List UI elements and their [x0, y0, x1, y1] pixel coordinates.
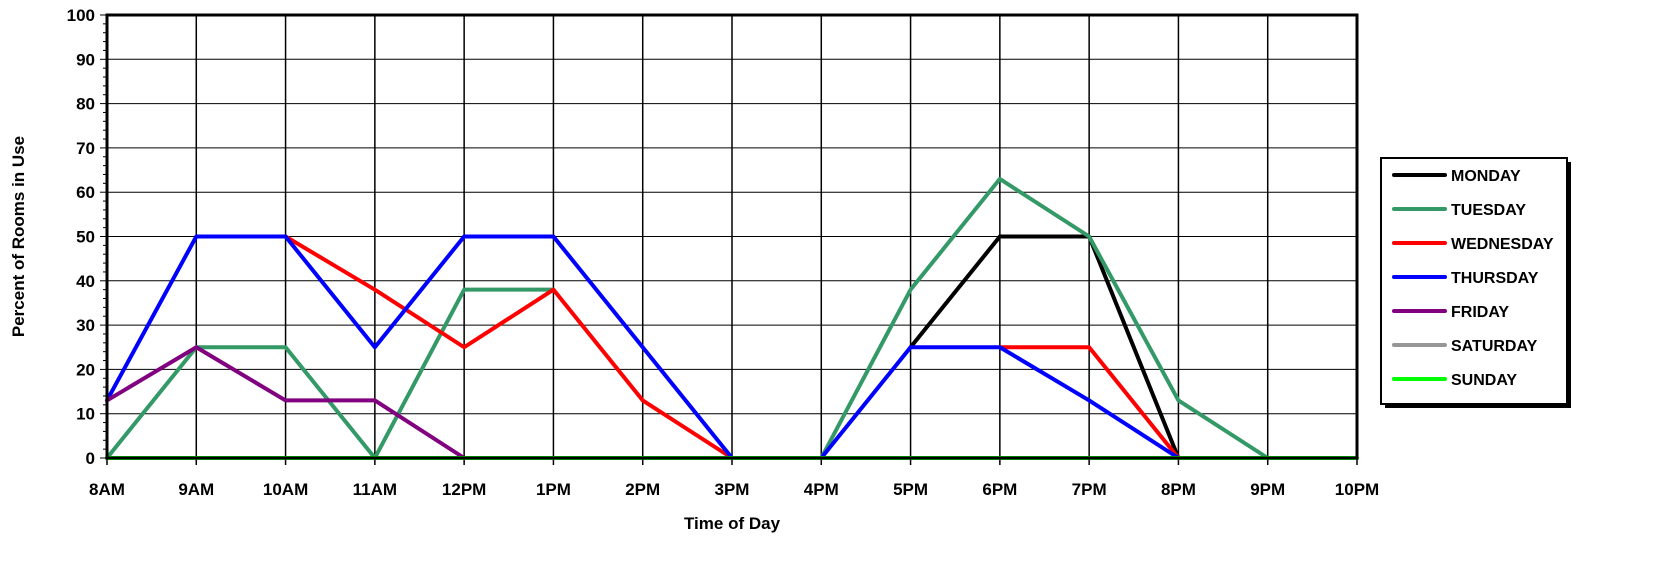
legend-label: SUNDAY	[1451, 372, 1517, 389]
x-tick-label: 4PM	[804, 480, 839, 499]
x-tick-label: 10PM	[1335, 480, 1379, 499]
series-monday	[908, 234, 1181, 460]
series-line	[819, 176, 1270, 460]
axis-ticks	[100, 14, 1358, 465]
x-axis-title: Time of Day	[684, 514, 781, 533]
x-tick-label: 6PM	[982, 480, 1017, 499]
x-tick-label: 3PM	[715, 480, 750, 499]
x-tick-label: 7PM	[1072, 480, 1107, 499]
series-line	[105, 287, 556, 460]
x-tick-label: 8AM	[89, 480, 125, 499]
series-line	[105, 345, 467, 460]
legend-label: SATURDAY	[1451, 338, 1538, 355]
y-tick-label: 10	[76, 405, 95, 424]
x-tick-label: 10AM	[263, 480, 308, 499]
series-line	[908, 234, 1181, 460]
series-thursday	[105, 234, 1181, 460]
x-tick-label: 9PM	[1250, 480, 1285, 499]
y-tick-label: 90	[76, 50, 95, 69]
y-tick-label: 40	[76, 272, 95, 291]
legend-label: WEDNESDAY	[1451, 236, 1554, 253]
x-tick-label: 11AM	[353, 480, 397, 499]
y-tick-label: 100	[67, 6, 95, 25]
y-tick-label: 60	[76, 183, 95, 202]
y-axis-title: Percent of Rooms in Use	[9, 136, 28, 337]
x-tick-label: 8PM	[1161, 480, 1196, 499]
series-friday	[105, 345, 467, 460]
series-line	[283, 234, 734, 460]
x-tick-label: 5PM	[893, 480, 928, 499]
x-tick-label: 2PM	[625, 480, 660, 499]
x-tick-label: 9AM	[178, 480, 214, 499]
y-tick-label: 50	[76, 228, 95, 247]
y-tick-label: 0	[86, 449, 95, 468]
series-line	[105, 234, 1181, 460]
legend-box	[1380, 157, 1568, 405]
series-tuesday	[105, 176, 1270, 460]
legend-label: THURSDAY	[1451, 270, 1539, 287]
grid	[106, 14, 1358, 459]
y-tick-label: 20	[76, 360, 95, 379]
series-wednesday	[283, 234, 1181, 460]
series-line	[997, 345, 1181, 460]
x-tick-label: 1PM	[536, 480, 571, 499]
legend-label: TUESDAY	[1451, 202, 1526, 219]
y-tick-label: 80	[76, 95, 95, 114]
legend-label: FRIDAY	[1451, 304, 1509, 321]
x-tick-label: 12PM	[442, 480, 486, 499]
legend: MONDAY TUESDAY WEDNESDAY THURSDAY FRIDAY SATU…	[1380, 157, 1571, 408]
y-tick-labels: 0 10 20 30 40 50 60 70 80 90 100	[67, 6, 95, 468]
legend-label: MONDAY	[1451, 168, 1521, 185]
x-tick-labels: 8AM 9AM 10AM 11AM 12PM 1PM 2PM 3PM 4PM 5PM 6PM 7PM 8…	[89, 480, 1379, 499]
y-tick-label: 70	[76, 139, 95, 158]
y-tick-label: 30	[76, 316, 95, 335]
